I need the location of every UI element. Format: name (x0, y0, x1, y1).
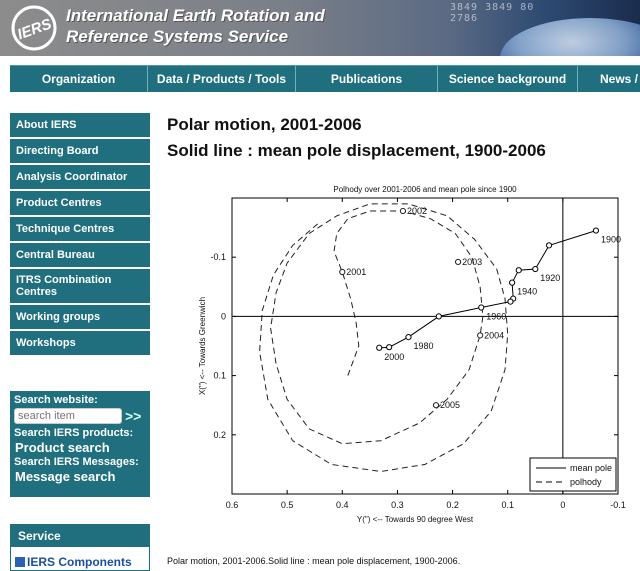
sidebar-item-central-bureau[interactable]: Central Bureau (10, 243, 150, 269)
message-search-link[interactable]: Message search (15, 469, 116, 484)
polhody-marker (477, 332, 484, 339)
y-tick-label: 0 (221, 311, 226, 321)
x-axis-label: Y(") <-- Towards 90 degree West (357, 515, 474, 524)
search-go-button[interactable]: >> (125, 408, 142, 424)
mean-pole-point (507, 298, 514, 305)
page-subtitle: Solid line : mean pole displacement, 190… (167, 141, 546, 160)
sidebar-item-about-iers[interactable]: About IERS (10, 113, 150, 139)
figure-caption: Polar motion, 2001-2006.Solid line : mea… (167, 556, 461, 566)
components-icon (15, 557, 25, 567)
mean-pole-point (478, 304, 485, 311)
search-messages-label: Search IERS Messages: (14, 456, 139, 468)
mean-pole-point (435, 313, 442, 320)
polhody-year-label: 2001 (346, 267, 366, 277)
mean-pole-year-label: 1900 (601, 235, 621, 245)
polar-motion-chart: Polhody over 2001-2006 and mean pole sin… (198, 185, 626, 524)
polar-motion-figure: Polhody over 2001-2006 and mean pole sin… (192, 181, 640, 526)
x-tick-label: 0.2 (446, 500, 459, 510)
nav-data-products-tools[interactable]: Data / Products / Tools (148, 66, 296, 92)
mean-pole-point (545, 242, 553, 249)
x-tick-label: 0 (560, 500, 565, 510)
search-panel: Search website: >> Search IERS products:… (10, 391, 150, 497)
mean-pole-year-label: 1960 (486, 312, 506, 322)
legend-box (529, 457, 617, 492)
sidebar: About IERS Directing Board Analysis Coor… (10, 113, 150, 357)
x-tick-label: 0.4 (336, 500, 349, 510)
mean-pole-point (515, 267, 522, 274)
sidebar-item-product-centres[interactable]: Product Centres (10, 191, 150, 217)
chart-title: Polhody over 2001-2006 and mean pole sin… (333, 185, 517, 194)
search-row: >> (14, 408, 146, 424)
polhody-marker (339, 268, 346, 276)
sidebar-item-directing-board[interactable]: Directing Board (10, 139, 150, 165)
nav-news[interactable]: News / M (600, 72, 640, 86)
service-item-iers-components[interactable]: IERS Components (11, 555, 149, 569)
mean-pole-point (405, 334, 412, 341)
nav-science-background[interactable]: Science background (438, 66, 578, 92)
service-heading: Service (11, 525, 149, 547)
legend-mean-pole-label: mean pole (570, 463, 612, 473)
org-name-line1: International Earth Rotation and (66, 6, 325, 25)
x-tick-label: 0.6 (226, 500, 239, 510)
page-title: Polar motion, 2001-2006 (167, 115, 362, 134)
sidebar-item-analysis-coordinator[interactable]: Analysis Coordinator (10, 165, 150, 191)
polhody-marker (454, 258, 462, 266)
mean-pole-point (386, 344, 393, 351)
mean-pole-point (592, 227, 600, 234)
polhody-year-label: 2003 (462, 257, 482, 267)
org-name-line2: Reference Systems Service (66, 27, 289, 46)
product-search-link[interactable]: Product search (15, 440, 110, 455)
x-tick-label: -0.1 (610, 500, 626, 510)
search-website-label: Search website: (14, 394, 98, 406)
mean-pole-year-label: 1920 (540, 273, 560, 283)
service-item-label: IERS Components (27, 555, 132, 569)
sidebar-item-working-groups[interactable]: Working groups (10, 305, 150, 331)
digits-line2: 2786 (450, 13, 479, 24)
polhody-marker (399, 207, 407, 215)
polhody-line (259, 203, 509, 473)
main-nav: Organization Data / Products / Tools Pub… (10, 65, 640, 92)
header-digits: 3849 3849 80 2786 (450, 2, 534, 24)
sidebar-item-workshops[interactable]: Workshops (10, 331, 150, 357)
x-tick-label: 0.3 (391, 500, 404, 510)
polhody-year-label: 2005 (440, 400, 460, 410)
mean-pole-point (509, 279, 516, 286)
x-tick-label: 0.5 (281, 500, 294, 510)
mean-pole-year-label: 2000 (384, 352, 404, 362)
legend-polhody-label: polhody (570, 477, 602, 487)
service-panel: Service IERS Components (10, 524, 150, 571)
y-tick-label: 0.2 (213, 430, 226, 440)
polhody-marker (432, 402, 440, 409)
mean-pole-point (532, 265, 539, 273)
nav-organization[interactable]: Organization (10, 66, 148, 92)
sidebar-item-technique-centres[interactable]: Technique Centres (10, 217, 150, 243)
plot-frame (231, 197, 619, 495)
search-products-label: Search IERS products: (14, 427, 134, 439)
mean-pole-year-label: 1980 (413, 341, 433, 351)
y-tick-label: 0.1 (213, 371, 226, 381)
mean-pole-point (376, 344, 383, 351)
polhody-year-label: 2004 (484, 330, 504, 340)
iers-logo[interactable]: IERS (10, 4, 58, 52)
polhody-year-label: 2002 (407, 206, 427, 216)
logo-text: IERS (15, 15, 54, 43)
y-tick-label: -0.1 (210, 252, 226, 262)
site-header: IERS International Earth Rotation and Re… (0, 0, 640, 56)
sidebar-item-itrs-combination-centres[interactable]: ITRS Combination Centres (10, 269, 150, 305)
x-tick-label: 0.1 (501, 500, 514, 510)
mean-pole-year-label: 1940 (517, 287, 537, 297)
nav-publications[interactable]: Publications (296, 66, 438, 92)
search-input[interactable] (14, 408, 122, 424)
y-axis-label: X(") <-- Towards Greenwich (198, 297, 207, 395)
digits-line1: 3849 3849 80 (450, 2, 535, 13)
